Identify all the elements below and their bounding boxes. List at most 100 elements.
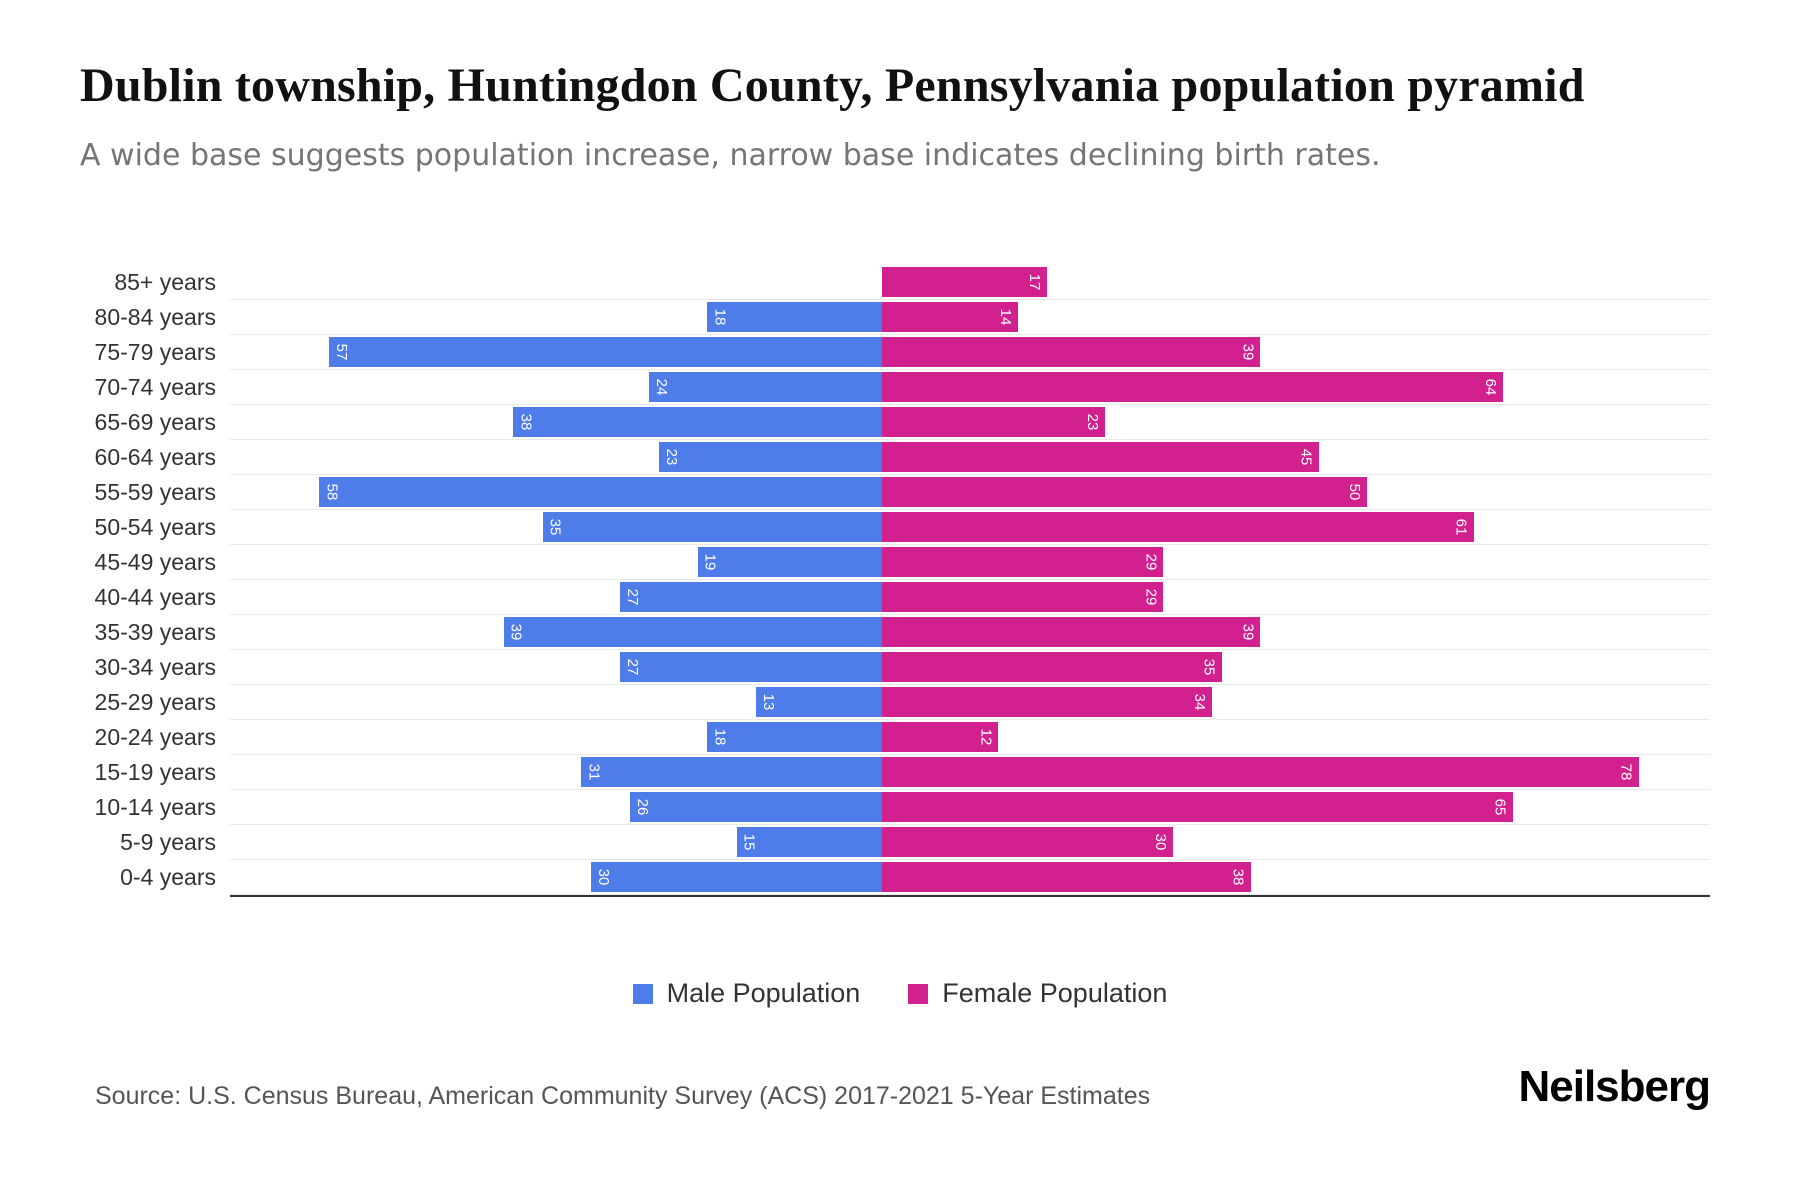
male-bar: 18 <box>707 302 882 332</box>
bar-area: 27 29 <box>230 580 1710 615</box>
female-value-label: 17 <box>1025 273 1043 291</box>
age-group-label: 0-4 years <box>120 864 216 890</box>
female-bar: 29 <box>882 547 1164 577</box>
female-value-label: 38 <box>1229 868 1247 886</box>
male-value-label: 23 <box>662 448 680 466</box>
pyramid-row: 40-44 years 27 29 <box>0 580 1710 615</box>
female-value-label: 78 <box>1617 763 1635 781</box>
x-axis-baseline <box>230 895 1710 897</box>
bar-area: 57 39 <box>230 335 1710 370</box>
female-value-label: 45 <box>1297 448 1315 466</box>
male-bar: 24 <box>649 372 882 402</box>
pyramid-row: 15-19 years 31 78 <box>0 755 1710 790</box>
age-group-label: 55-59 years <box>94 479 216 505</box>
bar-area: 13 34 <box>230 685 1710 720</box>
age-group-label: 20-24 years <box>94 724 216 750</box>
female-value-label: 65 <box>1491 798 1509 816</box>
bar-area: 39 39 <box>230 615 1710 650</box>
female-bar: 14 <box>882 302 1018 332</box>
age-group-label: 65-69 years <box>94 409 216 435</box>
female-value-label: 64 <box>1481 378 1499 396</box>
female-bar: 64 <box>882 372 1503 402</box>
male-bar: 39 <box>503 617 882 647</box>
legend: Male Population Female Population <box>0 978 1800 1009</box>
female-bar: 29 <box>882 582 1164 612</box>
male-bar: 35 <box>542 512 882 542</box>
male-value-label: 27 <box>624 588 642 606</box>
female-bar: 65 <box>882 792 1513 822</box>
male-value-label: 24 <box>653 378 671 396</box>
bar-area: 31 78 <box>230 755 1710 790</box>
age-group-label: 15-19 years <box>94 759 216 785</box>
female-bar: 50 <box>882 477 1367 507</box>
bar-area: 15 30 <box>230 825 1710 860</box>
male-value-label: 35 <box>546 518 564 536</box>
pyramid-row: 45-49 years 19 29 <box>0 545 1710 580</box>
female-bar: 78 <box>882 757 1639 787</box>
female-value-label: 30 <box>1152 833 1169 851</box>
male-bar: 27 <box>620 652 882 682</box>
female-value-label: 39 <box>1239 343 1257 361</box>
pyramid-row: 25-29 years 13 34 <box>0 685 1710 720</box>
female-value-label: 29 <box>1142 588 1160 606</box>
female-bar: 39 <box>882 337 1261 367</box>
pyramid-row: 35-39 years 39 39 <box>0 615 1710 650</box>
male-value-label: 18 <box>711 308 729 326</box>
age-group-label: 80-84 years <box>94 304 216 330</box>
male-bar: 18 <box>707 722 882 752</box>
male-value-label: 31 <box>585 763 603 781</box>
pyramid-row: 10-14 years 26 65 <box>0 790 1710 825</box>
legend-item-female: Female Population <box>908 978 1167 1009</box>
female-bar: 35 <box>882 652 1222 682</box>
male-bar: 23 <box>658 442 882 472</box>
male-value-label: 27 <box>624 658 642 676</box>
neilsberg-logo: Neilsberg <box>1518 1062 1711 1111</box>
female-value-label: 50 <box>1346 483 1363 501</box>
female-value-label: 14 <box>996 308 1014 326</box>
legend-item-male: Male Population <box>632 978 861 1009</box>
male-bar: 26 <box>629 792 882 822</box>
bar-area: 26 65 <box>230 790 1710 825</box>
pyramid-row: 0-4 years 30 38 <box>0 860 1710 895</box>
pyramid-row: 50-54 years 35 61 <box>0 510 1710 545</box>
pyramid-row: 60-64 years 23 45 <box>0 440 1710 475</box>
pyramid-row: 80-84 years 18 14 <box>0 300 1710 335</box>
age-group-label: 25-29 years <box>94 689 216 715</box>
female-value-label: 61 <box>1452 518 1470 536</box>
pyramid-row: 85+ years 17 <box>0 265 1710 300</box>
female-bar: 12 <box>882 722 999 752</box>
population-pyramid-chart: 85+ years 17 80-84 years 18 14 75-79 years 57 3… <box>0 265 1710 895</box>
female-bar: 39 <box>882 617 1261 647</box>
male-bar: 57 <box>329 337 882 367</box>
bar-area: 38 23 <box>230 405 1710 440</box>
bar-area: 23 45 <box>230 440 1710 475</box>
male-value-label: 15 <box>740 833 758 851</box>
age-group-label: 50-54 years <box>94 514 216 540</box>
bar-area: 58 50 <box>230 475 1710 510</box>
male-bar: 13 <box>755 687 882 717</box>
pyramid-row: 75-79 years 57 39 <box>0 335 1710 370</box>
age-group-label: 5-9 years <box>120 829 216 855</box>
age-group-label: 35-39 years <box>94 619 216 645</box>
male-value-label: 26 <box>633 798 651 816</box>
pyramid-row: 65-69 years 38 23 <box>0 405 1710 440</box>
male-value-label: 30 <box>595 868 612 886</box>
age-group-label: 45-49 years <box>94 549 216 575</box>
page-title: Dublin township, Huntingdon County, Penn… <box>80 59 1585 112</box>
pyramid-row: 30-34 years 27 35 <box>0 650 1710 685</box>
female-value-label: 12 <box>977 728 995 746</box>
female-bar: 38 <box>882 862 1251 892</box>
bar-area: 19 29 <box>230 545 1710 580</box>
pyramid-row: 70-74 years 24 64 <box>0 370 1710 405</box>
female-value-label: 29 <box>1142 553 1160 571</box>
female-bar: 45 <box>882 442 1319 472</box>
age-group-label: 40-44 years <box>94 584 216 610</box>
female-value-label: 34 <box>1190 693 1208 711</box>
female-value-label: 23 <box>1084 413 1102 431</box>
bar-area: 24 64 <box>230 370 1710 405</box>
female-bar: 61 <box>882 512 1474 542</box>
male-legend-swatch <box>632 983 653 1004</box>
male-legend-label: Male Population <box>666 978 861 1008</box>
male-bar: 38 <box>513 407 882 437</box>
age-group-label: 75-79 years <box>94 339 216 365</box>
